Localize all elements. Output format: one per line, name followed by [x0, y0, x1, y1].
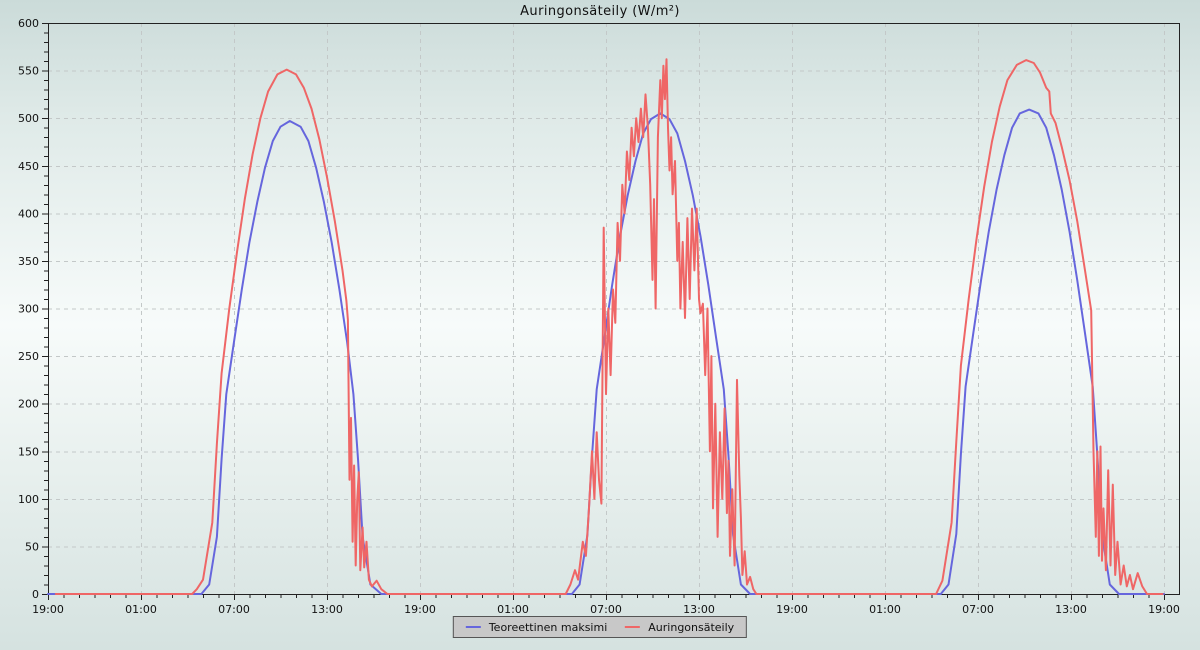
plot-frame: [48, 23, 1180, 595]
x-tick-label: 19:00: [776, 603, 808, 616]
legend-label: Auringonsäteily: [648, 620, 735, 634]
y-tick-label: 100: [18, 493, 39, 506]
y-tick-label: 350: [18, 255, 39, 268]
x-tick-label: 13:00: [1055, 603, 1087, 616]
legend-item-auringonsateily: Auringonsäteily: [625, 621, 734, 634]
y-tick-label: 200: [18, 398, 39, 411]
gridlines: [48, 23, 1179, 594]
x-tick-label: 01:00: [497, 603, 529, 616]
y-tick-label: 600: [18, 17, 39, 30]
red-line-swatch-icon: [625, 626, 641, 628]
x-axis-labels: 19:00 01:00 07:00 13:00 19:00 01:00 07:00 13:00…: [32, 603, 1180, 616]
y-tick-label: 400: [18, 207, 39, 220]
x-tick-label: 07:00: [218, 603, 250, 616]
y-tick-label: 0: [32, 588, 39, 601]
x-tick-label: 01:00: [125, 603, 157, 616]
x-tick-label: 13:00: [311, 603, 343, 616]
x-tick-label: 13:00: [683, 603, 715, 616]
series-line-teoreettinen-maksimi: [47, 108, 1165, 595]
y-tick-label: 150: [18, 445, 39, 458]
y-tick-label: 50: [25, 540, 39, 553]
legend-label: Teoreettinen maksimi: [488, 620, 608, 634]
chart-title: Auringonsäteily (W/m²): [520, 4, 680, 19]
axis-ticks: [42, 23, 1165, 600]
series-line-auringonsateily: [54, 58, 1164, 595]
legend: Teoreettinen maksimi Auringonsäteily: [452, 616, 748, 638]
y-tick-label: 500: [18, 112, 39, 125]
x-tick-label: 19:00: [404, 603, 436, 616]
blue-line-swatch-icon: [465, 626, 481, 628]
y-tick-label: 550: [18, 65, 39, 78]
x-tick-label: 07:00: [962, 603, 994, 616]
y-tick-label: 250: [18, 350, 39, 363]
x-tick-label: 07:00: [590, 603, 622, 616]
y-tick-label: 300: [18, 303, 39, 316]
x-tick-label: 01:00: [869, 603, 901, 616]
y-tick-label: 450: [18, 160, 39, 173]
x-tick-label: 19:00: [32, 603, 64, 616]
x-tick-label: 19:00: [1148, 603, 1180, 616]
legend-item-teoreettinen-maksimi: Teoreettinen maksimi: [465, 620, 608, 634]
y-axis-labels: 0 50 100 150 200 250 300 350 400 450 500 550 600: [18, 17, 39, 601]
